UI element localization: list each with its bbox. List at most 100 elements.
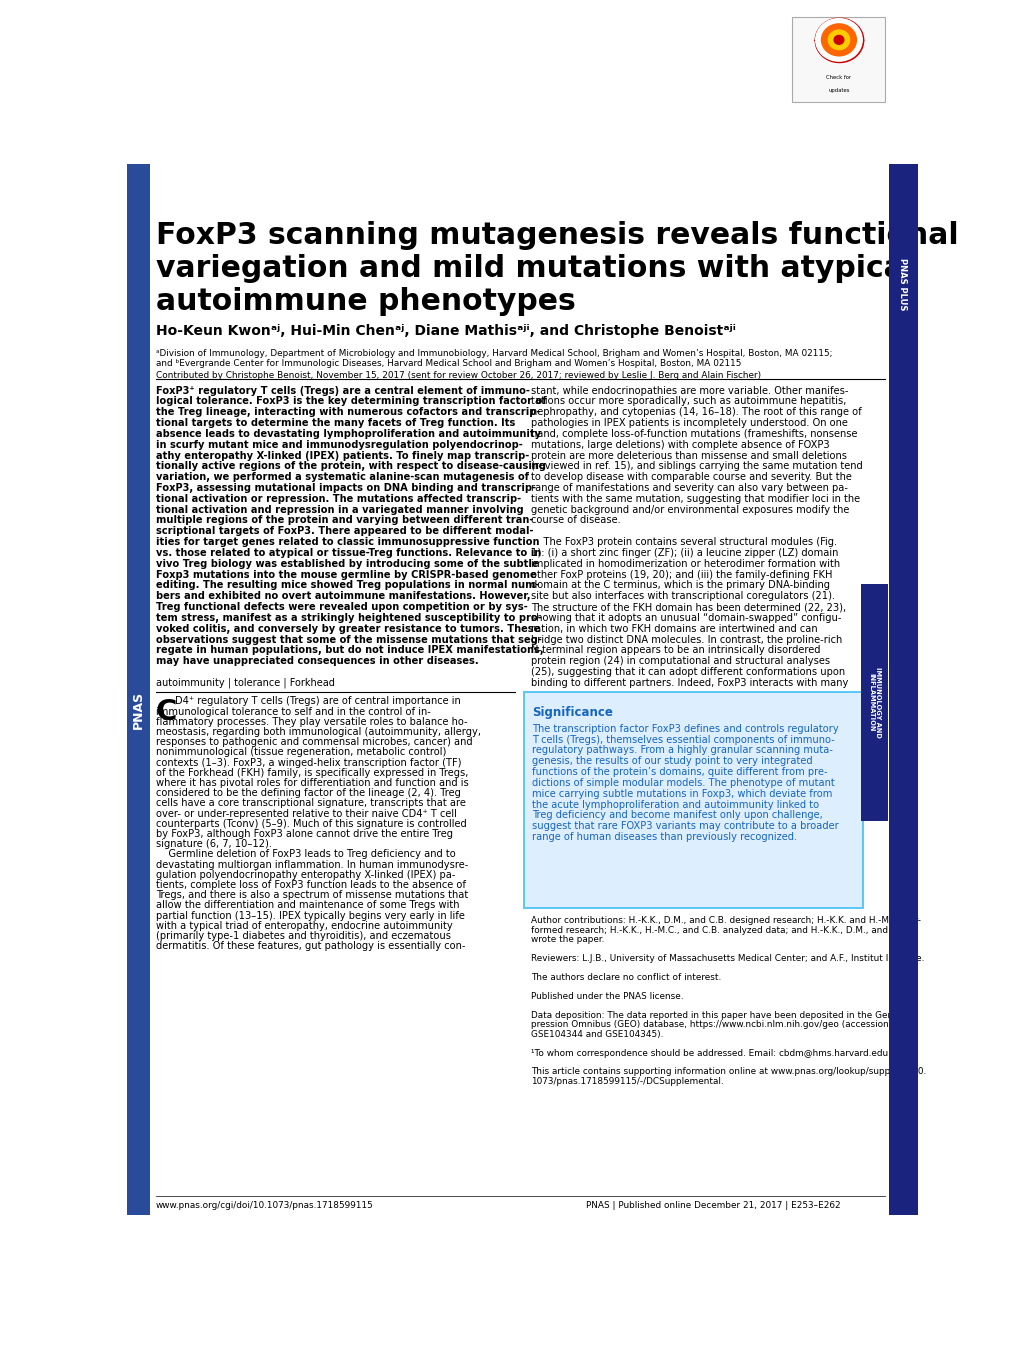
Text: tients, complete loss of FoxP3 function leads to the absence of: tients, complete loss of FoxP3 function … <box>156 880 466 890</box>
Bar <box>127 164 150 1215</box>
Text: gulation polyendocrinopathy enteropathy X-linked (IPEX) pa-: gulation polyendocrinopathy enteropathy … <box>156 870 455 880</box>
Text: other FoxP proteins (19, 20); and (iii) the family-defining FKH: other FoxP proteins (19, 20); and (iii) … <box>530 569 832 580</box>
Text: genetic background and/or environmental exposures modify the: genetic background and/or environmental … <box>530 505 848 515</box>
Text: protein region (24) in computational and structural analyses: protein region (24) in computational and… <box>530 657 829 666</box>
Text: FoxP3⁺ regulatory T cells (Tregs) are a central element of immuno-: FoxP3⁺ regulatory T cells (Tregs) are a … <box>156 385 529 396</box>
Text: functions of the protein’s domains, quite different from pre-: functions of the protein’s domains, quit… <box>532 767 827 777</box>
Text: variation, we performed a systematic alanine-scan mutagenesis of: variation, we performed a systematic ala… <box>156 472 529 482</box>
Circle shape <box>834 35 843 44</box>
Text: course of disease.: course of disease. <box>530 516 620 526</box>
Text: The FoxP3 protein contains several structural modules (Fig.: The FoxP3 protein contains several struc… <box>530 538 836 547</box>
Text: the acute lymphoproliferation and autoimmunity linked to: the acute lymphoproliferation and autoim… <box>532 800 818 809</box>
Text: cells have a core transcriptional signature, transcripts that are: cells have a core transcriptional signat… <box>156 799 466 808</box>
Circle shape <box>820 23 856 56</box>
Text: immunological tolerance to self and in the control of in-: immunological tolerance to self and in t… <box>156 707 430 717</box>
Text: editing. The resulting mice showed Treg populations in normal num-: editing. The resulting mice showed Treg … <box>156 580 539 591</box>
Text: considered to be the defining factor of the lineage (2, 4). Treg: considered to be the defining factor of … <box>156 788 461 799</box>
Text: formed research; H.-K.K., H.-M.C., and C.B. analyzed data; and H.-K.K., D.M., an: formed research; H.-K.K., H.-M.C., and C… <box>530 925 908 935</box>
Text: Treg functional defects were revealed upon competition or by sys-: Treg functional defects were revealed up… <box>156 602 527 612</box>
Text: mutations, large deletions) with complete absence of FOXP3: mutations, large deletions) with complet… <box>530 440 828 449</box>
Text: Contributed by Christophe Benoist, November 15, 2017 (sent for review October 26: Contributed by Christophe Benoist, Novem… <box>156 371 760 379</box>
Text: signature (6, 7, 10–12).: signature (6, 7, 10–12). <box>156 839 272 849</box>
Text: showing that it adopts an unusual “domain-swapped” configu-: showing that it adopts an unusual “domai… <box>530 613 841 622</box>
Text: genesis, the results of our study point to very integrated: genesis, the results of our study point … <box>532 756 812 766</box>
Circle shape <box>827 30 849 49</box>
Text: range of human diseases than previously recognized.: range of human diseases than previously … <box>532 833 797 842</box>
Text: with a typical triad of enteropathy, endocrine autoimmunity: with a typical triad of enteropathy, end… <box>156 921 452 931</box>
Text: C: C <box>156 698 177 726</box>
Text: over- or under-represented relative to their naive CD4⁺ T cell: over- or under-represented relative to t… <box>156 808 457 819</box>
Text: tations occur more sporadically, such as autoimmune hepatitis,: tations occur more sporadically, such as… <box>530 396 845 407</box>
Text: may have unappreciated consequences in other diseases.: may have unappreciated consequences in o… <box>156 657 478 666</box>
Text: where it has pivotal roles for differentiation and function and is: where it has pivotal roles for different… <box>156 778 469 788</box>
Text: implicated in homodimerization or heterodimer formation with: implicated in homodimerization or hetero… <box>530 558 839 569</box>
Text: of the Forkhead (FKH) family, is specifically expressed in Tregs,: of the Forkhead (FKH) family, is specifi… <box>156 768 468 778</box>
Text: pression Omnibus (GEO) database, https://www.ncbi.nlm.nih.gov/geo (accession nos: pression Omnibus (GEO) database, https:/… <box>530 1020 909 1029</box>
Text: nonimmunological (tissue regeneration, metabolic control): nonimmunological (tissue regeneration, m… <box>156 748 446 758</box>
Text: meostasis, regarding both immunological (autoimmunity, allergy,: meostasis, regarding both immunological … <box>156 728 481 737</box>
Text: Check for: Check for <box>825 75 851 79</box>
Text: dictions of simple modular models. The phenotype of mutant: dictions of simple modular models. The p… <box>532 778 835 788</box>
Text: regate in human populations, but do not induce IPEX manifestations,: regate in human populations, but do not … <box>156 646 543 655</box>
Text: D4⁺ regulatory T cells (Tregs) are of central importance in: D4⁺ regulatory T cells (Tregs) are of ce… <box>175 696 461 707</box>
Text: bers and exhibited no overt autoimmune manifestations. However,: bers and exhibited no overt autoimmune m… <box>156 591 530 601</box>
Text: ration, in which two FKH domains are intertwined and can: ration, in which two FKH domains are int… <box>530 624 816 633</box>
Text: Tregs, and there is also a spectrum of missense mutations that: Tregs, and there is also a spectrum of m… <box>156 890 468 900</box>
Text: pathologies in IPEX patients is incompletely understood. On one: pathologies in IPEX patients is incomple… <box>530 418 847 429</box>
Circle shape <box>815 19 861 61</box>
Text: PNAS | Published online December 21, 2017 | E253–E262: PNAS | Published online December 21, 201… <box>585 1201 840 1211</box>
Text: ᵃDivision of Immunology, Department of Microbiology and Immunobiology, Harvard M: ᵃDivision of Immunology, Department of M… <box>156 349 832 369</box>
Text: wrote the paper.: wrote the paper. <box>530 935 603 945</box>
Text: This article contains supporting information online at www.pnas.org/lookup/suppl: This article contains supporting informa… <box>530 1067 925 1077</box>
Text: dermatitis. Of these features, gut pathology is essentially con-: dermatitis. Of these features, gut patho… <box>156 940 465 951</box>
Text: Published under the PNAS license.: Published under the PNAS license. <box>530 992 683 1001</box>
Text: domain at the C terminus, which is the primary DNA-binding: domain at the C terminus, which is the p… <box>530 580 828 591</box>
Text: vivo Treg biology was established by introducing some of the subtle: vivo Treg biology was established by int… <box>156 558 538 569</box>
Text: flammatory processes. They play versatile roles to balance ho-: flammatory processes. They play versatil… <box>156 717 467 728</box>
Text: nephropathy, and cytopenias (14, 16–18). The root of this range of: nephropathy, and cytopenias (14, 16–18).… <box>530 407 861 418</box>
Text: N-terminal region appears to be an intrinsically disordered: N-terminal region appears to be an intri… <box>530 646 819 655</box>
Text: autoimmunity | tolerance | Forkhead: autoimmunity | tolerance | Forkhead <box>156 677 334 688</box>
Text: The authors declare no conflict of interest.: The authors declare no conflict of inter… <box>530 973 720 981</box>
Text: The transcription factor FoxP3 defines and controls regulatory: The transcription factor FoxP3 defines a… <box>532 723 839 734</box>
Text: Treg deficiency and become manifest only upon challenge,: Treg deficiency and become manifest only… <box>532 811 822 820</box>
Text: (primarily type-1 diabetes and thyroiditis), and eczematous: (primarily type-1 diabetes and thyroidit… <box>156 931 450 940</box>
Text: ¹To whom correspondence should be addressed. Email: cbdm@hms.harvard.edu.: ¹To whom correspondence should be addres… <box>530 1048 890 1058</box>
Text: responses to pathogenic and commensal microbes, cancer) and: responses to pathogenic and commensal mi… <box>156 737 472 747</box>
Text: the Treg lineage, interacting with numerous cofactors and transcrip-: the Treg lineage, interacting with numer… <box>156 407 540 418</box>
Text: tional targets to determine the many facets of Treg function. Its: tional targets to determine the many fac… <box>156 418 515 429</box>
Bar <box>888 164 917 1215</box>
Text: FoxP3 scanning mutagenesis reveals functional
variegation and mild mutations wit: FoxP3 scanning mutagenesis reveals funct… <box>156 221 958 315</box>
Text: partial function (13–15). IPEX typically begins very early in life: partial function (13–15). IPEX typically… <box>156 910 465 920</box>
Text: devastating multiorgan inflammation. In human immunodysre-: devastating multiorgan inflammation. In … <box>156 860 468 870</box>
FancyBboxPatch shape <box>792 16 884 102</box>
Text: vs. those related to atypical or tissue-Treg functions. Relevance to in: vs. those related to atypical or tissue-… <box>156 547 541 558</box>
Text: range of manifestations and severity can also vary between pa-: range of manifestations and severity can… <box>530 483 847 493</box>
Text: 1073/pnas.1718599115/-/DCSupplemental.: 1073/pnas.1718599115/-/DCSupplemental. <box>530 1077 722 1087</box>
Text: logical tolerance. FoxP3 is the key determining transcription factor of: logical tolerance. FoxP3 is the key dete… <box>156 396 546 407</box>
Text: Ho-Keun Kwonᵃʲ, Hui-Min Chenᵃʲ, Diane Mathisᵃʲⁱ, and Christophe Benoistᵃʲⁱ: Ho-Keun Kwonᵃʲ, Hui-Min Chenᵃʲ, Diane Ma… <box>156 324 735 337</box>
Text: hand, complete loss-of-function mutations (frameshifts, nonsense: hand, complete loss-of-function mutation… <box>530 429 856 440</box>
Text: Germline deletion of FoxP3 leads to Treg deficiency and to: Germline deletion of FoxP3 leads to Treg… <box>156 849 455 860</box>
Text: ities for target genes related to classic immunosuppressive function: ities for target genes related to classi… <box>156 538 539 547</box>
Text: IMMUNOLOGY AND
INFLAMMATION: IMMUNOLOGY AND INFLAMMATION <box>867 666 880 737</box>
Text: FoxP3, assessing mutational impacts on DNA binding and transcrip-: FoxP3, assessing mutational impacts on D… <box>156 483 535 493</box>
Text: GSE104344 and GSE104345).: GSE104344 and GSE104345). <box>530 1029 662 1039</box>
Text: The structure of the FKH domain has been determined (22, 23),: The structure of the FKH domain has been… <box>530 602 845 612</box>
Text: counterparts (Tconv) (5–9). Much of this signature is controlled: counterparts (Tconv) (5–9). Much of this… <box>156 819 467 829</box>
Text: PNAS PLUS: PNAS PLUS <box>898 258 907 311</box>
Text: in scurfy mutant mice and immunodysregulation polyendocrinop-: in scurfy mutant mice and immunodysregul… <box>156 440 522 449</box>
Text: Data deposition: The data reported in this paper have been deposited in the Gene: Data deposition: The data reported in th… <box>530 1010 914 1020</box>
Text: tients with the same mutation, suggesting that modifier loci in the: tients with the same mutation, suggestin… <box>530 494 859 504</box>
Text: stant, while endocrinopathies are more variable. Other manifes-: stant, while endocrinopathies are more v… <box>530 385 848 396</box>
Text: www.pnas.org/cgi/doi/10.1073/pnas.1718599115: www.pnas.org/cgi/doi/10.1073/pnas.171859… <box>156 1201 373 1211</box>
Text: PNAS: PNAS <box>131 691 145 729</box>
Text: regulatory pathways. From a highly granular scanning muta-: regulatory pathways. From a highly granu… <box>532 745 833 755</box>
Text: Reviewers: L.J.B., University of Massachusetts Medical Center; and A.F., Institu: Reviewers: L.J.B., University of Massach… <box>530 954 923 962</box>
Text: Downloaded by guest on September 26, 2021: Downloaded by guest on September 26, 202… <box>132 958 138 1093</box>
Text: mice carrying subtle mutations in Foxp3, which deviate from: mice carrying subtle mutations in Foxp3,… <box>532 789 832 799</box>
Text: athy enteropathy X-linked (IPEX) patients. To finely map transcrip-: athy enteropathy X-linked (IPEX) patient… <box>156 450 529 460</box>
Text: Author contributions: H.-K.K., D.M., and C.B. designed research; H.-K.K. and H.-: Author contributions: H.-K.K., D.M., and… <box>530 916 920 925</box>
Text: to develop disease with comparable course and severity. But the: to develop disease with comparable cours… <box>530 472 851 482</box>
Text: protein are more deleterious than missense and small deletions: protein are more deleterious than missen… <box>530 450 846 460</box>
